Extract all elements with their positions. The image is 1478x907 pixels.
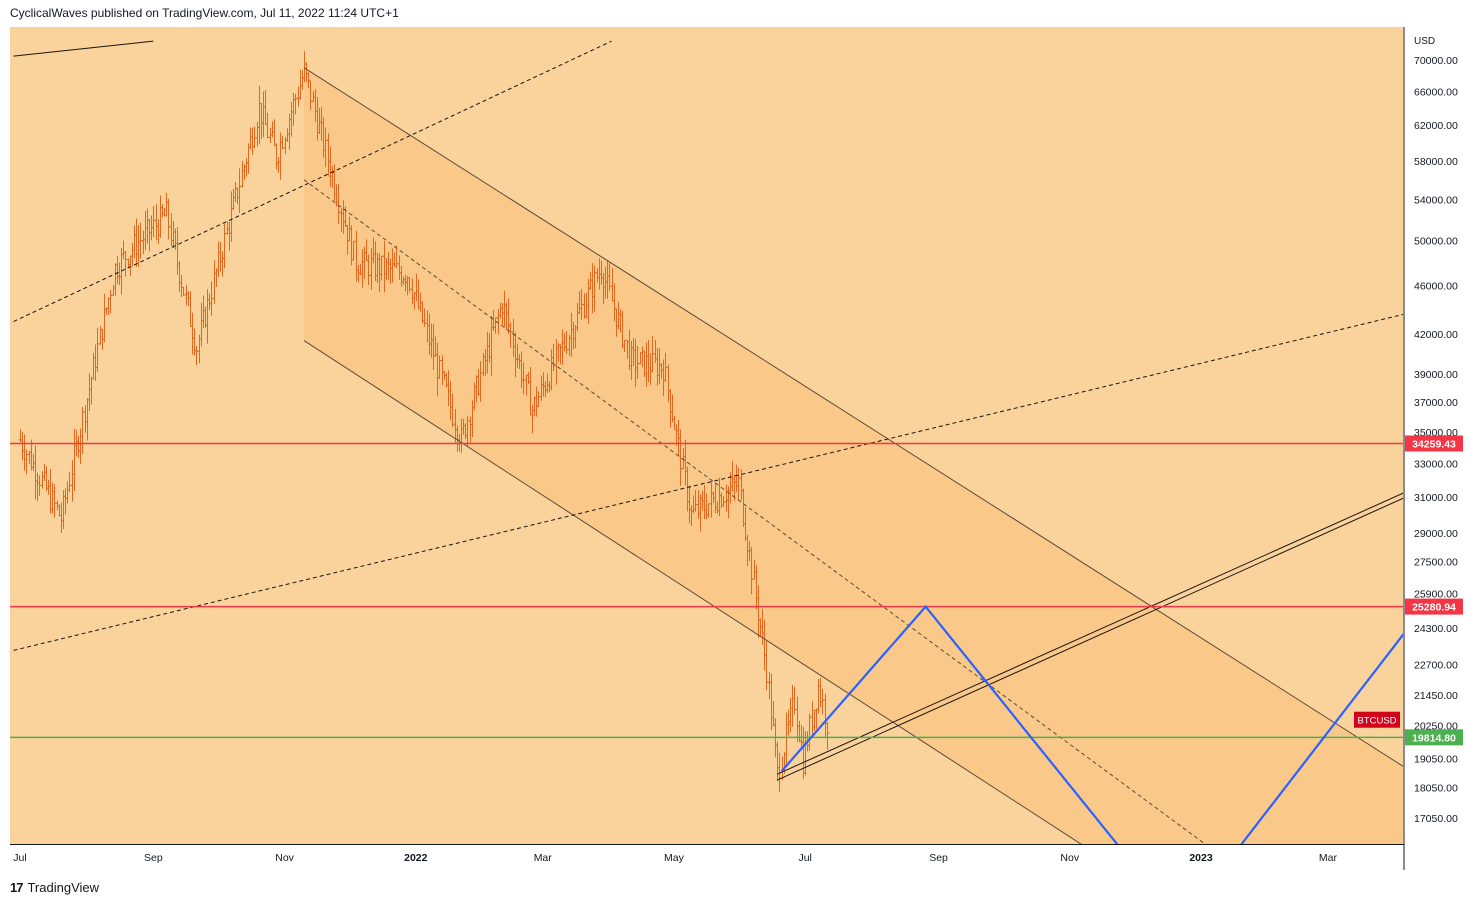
x-tick-label: Sep	[144, 852, 163, 864]
channel-fill	[303, 67, 1403, 844]
y-tick-label: 21450.00	[1414, 690, 1458, 702]
y-tick-label: 27500.00	[1414, 556, 1458, 568]
x-tick-label: Nov	[1060, 852, 1079, 864]
tradingview-brand: TradingView	[27, 880, 100, 895]
x-tick-label: May	[664, 852, 685, 864]
x-tick-label: Mar	[534, 852, 553, 864]
symbol-tag-label: BTCUSD	[1357, 716, 1396, 727]
solid-trendline[interactable]	[777, 489, 1425, 781]
y-tick-label: 33000.00	[1414, 459, 1458, 471]
y-tick-label: 22700.00	[1414, 659, 1458, 671]
y-tick-label: 54000.00	[1414, 194, 1458, 206]
symbol-tag[interactable]	[1354, 711, 1400, 728]
x-tick-label: 2022	[404, 852, 428, 864]
channel-upper-line[interactable]	[303, 67, 1425, 780]
price-tag-label: 19814.80	[1412, 732, 1456, 744]
y-tick-label: 17050.00	[1414, 813, 1458, 825]
currency-label: USD	[1414, 36, 1435, 47]
time-scale[interactable]	[10, 845, 1403, 870]
x-tick-label: 2023	[1189, 852, 1213, 864]
dashed-trendline[interactable]	[13, 309, 1425, 651]
y-tick-label: 39000.00	[1414, 369, 1458, 381]
y-tick-label: 66000.00	[1414, 87, 1458, 99]
x-tick-label: Mar	[1319, 852, 1338, 864]
price-tag-label: 34259.43	[1412, 438, 1456, 450]
y-tick-label: 42000.00	[1414, 329, 1458, 341]
solid-trendline[interactable]	[777, 483, 1425, 775]
y-tick-label: 19050.00	[1414, 753, 1458, 765]
resistance-price-tag[interactable]	[1405, 598, 1463, 615]
y-tick-label: 18050.00	[1414, 782, 1458, 794]
price-bars	[18, 51, 830, 793]
y-tick-label: 29000.00	[1414, 528, 1458, 540]
y-tick-label: 24300.00	[1414, 623, 1458, 635]
support-price-tag[interactable]	[1405, 729, 1463, 746]
y-tick-label: 62000.00	[1414, 120, 1458, 132]
projection-zigzag[interactable]	[780, 604, 1425, 852]
y-tick-label: 25900.00	[1414, 589, 1458, 601]
x-tick-label: Sep	[929, 852, 948, 864]
y-tick-label: 46000.00	[1414, 280, 1458, 292]
x-tick-label: Jul	[798, 852, 811, 864]
y-tick-label: 50000.00	[1414, 236, 1458, 248]
x-tick-label: Nov	[275, 852, 294, 864]
publish-header: CyclicalWaves published on TradingView.c…	[10, 6, 399, 20]
y-tick-label: 70000.00	[1414, 55, 1458, 67]
price-tag-label: 25280.94	[1412, 602, 1456, 614]
dashed-trendline[interactable]	[13, 40, 612, 322]
solid-trendline[interactable]	[13, 40, 154, 57]
tradingview-logo[interactable]: 17 TradingView	[10, 880, 99, 895]
y-tick-label: 58000.00	[1414, 156, 1458, 168]
resistance-price-tag[interactable]	[1405, 435, 1463, 452]
y-tick-label: 31000.00	[1414, 492, 1458, 504]
y-tick-label: 37000.00	[1414, 397, 1458, 409]
channel-lower-line[interactable]	[303, 340, 1093, 853]
x-tick-label: Jul	[13, 852, 26, 864]
tradingview-logo-icon: 17	[10, 880, 24, 895]
